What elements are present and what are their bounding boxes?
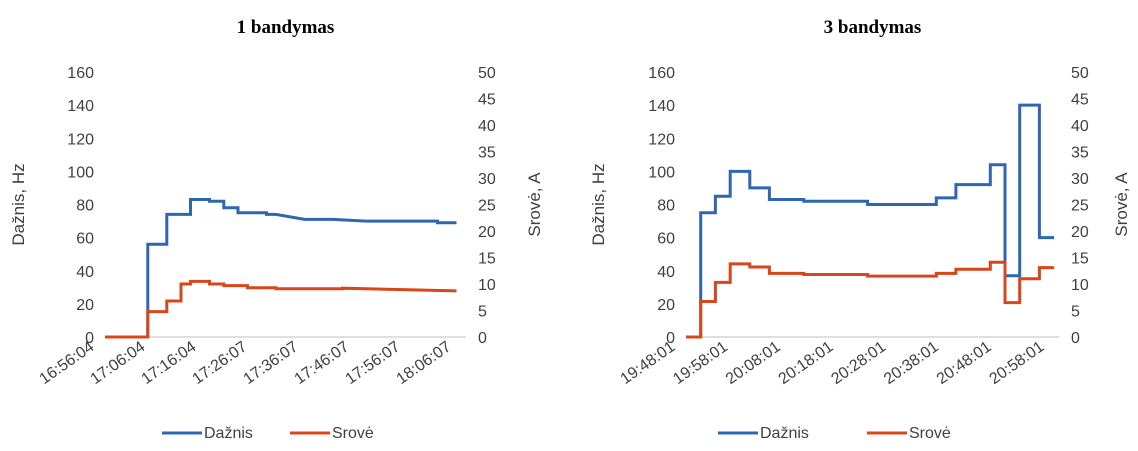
chart-title: 1 bandymas — [237, 17, 335, 38]
series-line-daznis — [686, 103, 1055, 339]
y2-tick-label: 40 — [478, 118, 496, 135]
y2-tick-label: 35 — [1071, 145, 1089, 162]
y-tick-label: 160 — [67, 65, 94, 82]
x-tick-label: 17:56:07 — [343, 338, 404, 388]
legend-label: Srovė — [332, 425, 374, 442]
y2-tick-label: 10 — [1071, 277, 1089, 294]
x-tick-label: 20:58:01 — [987, 338, 1048, 388]
y-axis-label: Dažnis, Hz — [9, 163, 28, 245]
y-tick-label: 0 — [666, 330, 675, 347]
y-tick-label: 0 — [85, 330, 94, 347]
series-line-srove — [105, 279, 457, 339]
y-axis-label: Dažnis, Hz — [589, 163, 608, 245]
y2-tick-label: 40 — [1071, 118, 1089, 135]
y-tick-label: 80 — [657, 198, 675, 215]
x-tick-label: 17:06:04 — [88, 338, 149, 388]
x-tick-label: 19:48:01 — [618, 338, 679, 388]
y-tick-label: 160 — [648, 65, 675, 82]
series-line-daznis — [105, 198, 457, 339]
x-tick-label: 17:46:07 — [292, 338, 353, 388]
y2-tick-label: 10 — [478, 277, 496, 294]
y-tick-label: 100 — [67, 164, 94, 181]
y-tick-label: 140 — [648, 98, 675, 115]
y-tick-label: 60 — [657, 231, 675, 248]
x-tick-label: 17:16:04 — [139, 338, 200, 388]
x-tick-label: 17:26:07 — [190, 338, 251, 388]
y2-tick-label: 15 — [1071, 251, 1089, 268]
y-tick-label: 20 — [76, 297, 94, 314]
y2-tick-label: 50 — [1071, 65, 1089, 82]
legend-label: Dažnis — [204, 425, 253, 442]
y-tick-label: 40 — [76, 264, 94, 281]
chart-title: 3 bandymas — [824, 17, 922, 38]
chart-1: 1 bandymas 0 20 40 60 80 100 120 140 160 0 5 10 15 20 2… — [9, 17, 544, 442]
x-tick-label: 16:56:04 — [37, 338, 98, 388]
y-tick-label: 60 — [76, 231, 94, 248]
y2-tick-label: 25 — [1071, 198, 1089, 215]
y-tick-label: 140 — [67, 98, 94, 115]
legend-label: Dažnis — [760, 425, 809, 442]
y2-tick-label: 0 — [478, 330, 487, 347]
y2-tick-label: 15 — [478, 251, 496, 268]
y2-tick-label: 0 — [1071, 330, 1080, 347]
x-tick-label: 20:38:01 — [881, 338, 942, 388]
y2-tick-label: 5 — [1071, 304, 1080, 321]
y-tick-label: 40 — [657, 264, 675, 281]
y2-tick-label: 20 — [1071, 224, 1089, 241]
series-line-srove — [686, 260, 1055, 339]
y2-tick-label: 5 — [478, 304, 487, 321]
y2-tick-label: 45 — [478, 92, 496, 109]
y2-tick-label: 35 — [478, 145, 496, 162]
x-tick-label: 20:08:01 — [723, 338, 784, 388]
y2-axis-label: Srovė, A — [1112, 172, 1131, 237]
x-tick-label: 18:06:07 — [394, 338, 455, 388]
x-tick-label: 17:36:07 — [241, 338, 302, 388]
y-tick-label: 120 — [648, 131, 675, 148]
y2-tick-label: 30 — [478, 171, 496, 188]
legend-label: Srovė — [909, 425, 951, 442]
x-tick-label: 20:28:01 — [828, 338, 889, 388]
y2-tick-label: 50 — [478, 65, 496, 82]
y2-tick-label: 25 — [478, 198, 496, 215]
chart-2: 3 bandymas 0 20 40 60 80 100 120 140 160 0 5 10 15 20 2… — [589, 17, 1131, 442]
y2-tick-label: 45 — [1071, 92, 1089, 109]
x-tick-label: 19:58:01 — [670, 338, 731, 388]
y2-tick-label: 30 — [1071, 171, 1089, 188]
y2-tick-label: 20 — [478, 224, 496, 241]
x-tick-label: 20:18:01 — [776, 338, 837, 388]
y-tick-label: 100 — [648, 164, 675, 181]
y-tick-label: 80 — [76, 198, 94, 215]
y-tick-label: 120 — [67, 131, 94, 148]
y-tick-label: 20 — [657, 297, 675, 314]
x-tick-label: 20:48:01 — [934, 338, 995, 388]
y2-axis-label: Srovė, A — [525, 172, 544, 237]
